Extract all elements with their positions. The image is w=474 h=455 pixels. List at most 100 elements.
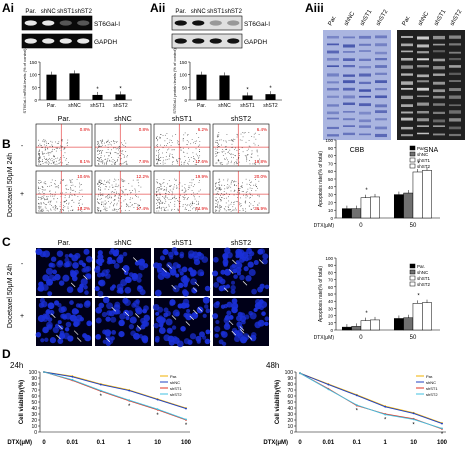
flow-event bbox=[242, 136, 244, 138]
flow-event bbox=[170, 185, 172, 187]
flow-event bbox=[43, 202, 45, 204]
flow-event bbox=[117, 196, 119, 198]
significance-star: * bbox=[365, 188, 368, 194]
flow-event bbox=[191, 194, 192, 195]
flow-event bbox=[72, 209, 74, 211]
flow-event bbox=[239, 190, 240, 191]
flow-event bbox=[107, 158, 109, 160]
nucleus bbox=[214, 333, 219, 338]
bar bbox=[69, 73, 80, 100]
flow-event bbox=[228, 185, 230, 187]
x-axis-label: DTX(μM) bbox=[314, 335, 335, 341]
cbb-band bbox=[359, 66, 371, 69]
blot-band bbox=[42, 38, 55, 44]
panel-label-b: B bbox=[2, 137, 11, 151]
nucleus bbox=[45, 267, 54, 275]
flow-event bbox=[101, 141, 103, 142]
flow-event bbox=[221, 184, 223, 186]
flow-event bbox=[110, 160, 112, 162]
flow-event bbox=[184, 197, 186, 199]
flow-event bbox=[218, 179, 220, 181]
flow-event bbox=[186, 199, 188, 200]
nucleus bbox=[52, 269, 58, 275]
flow-event bbox=[56, 148, 58, 149]
nucleus bbox=[66, 286, 74, 293]
flow-event bbox=[188, 141, 189, 143]
flow-event bbox=[63, 209, 64, 211]
nucleus bbox=[97, 250, 103, 256]
sna-blot bbox=[397, 30, 465, 140]
flow-event bbox=[59, 182, 61, 184]
flow-event bbox=[187, 162, 188, 164]
flow-event bbox=[156, 158, 158, 160]
flow-event bbox=[238, 182, 239, 184]
sna-band bbox=[449, 65, 461, 68]
cbb-band bbox=[327, 111, 339, 115]
flow-event bbox=[51, 194, 53, 195]
flow-event bbox=[182, 138, 184, 140]
flow-event bbox=[250, 185, 252, 186]
flow-event bbox=[188, 187, 190, 188]
gel-lane-label: shST2 bbox=[376, 8, 390, 27]
flow-event bbox=[119, 151, 121, 153]
flow-event bbox=[233, 184, 235, 186]
panel-label-ai: Ai bbox=[2, 1, 14, 15]
nucleus bbox=[181, 266, 188, 273]
blot-row-label: ST6Gal-I bbox=[244, 21, 270, 28]
flow-event bbox=[233, 204, 235, 205]
flow-event bbox=[118, 200, 120, 202]
flow-event bbox=[107, 194, 108, 196]
blot-strip bbox=[21, 33, 93, 49]
flow-event bbox=[56, 142, 58, 144]
flow-event bbox=[165, 156, 167, 158]
flow-event bbox=[218, 207, 220, 209]
flow-event bbox=[40, 199, 42, 200]
flow-event bbox=[105, 163, 107, 165]
legend-swatch bbox=[409, 157, 416, 163]
flow-event bbox=[100, 156, 102, 158]
flow-event bbox=[97, 183, 98, 184]
nucleus bbox=[236, 321, 243, 328]
nucleus bbox=[96, 272, 102, 278]
flow-event bbox=[199, 149, 200, 151]
flow-event bbox=[64, 200, 65, 202]
sna-band bbox=[449, 43, 461, 46]
flow-event bbox=[138, 191, 140, 192]
flow-event bbox=[187, 197, 189, 198]
flow-event bbox=[101, 204, 103, 206]
flow-event bbox=[105, 152, 107, 153]
flow-event bbox=[115, 152, 117, 153]
quadrant-pct-lr: 17.4% bbox=[136, 206, 149, 211]
flow-event bbox=[168, 194, 170, 195]
legend-label: shNC bbox=[417, 270, 429, 275]
flow-event bbox=[159, 138, 161, 139]
flow-event bbox=[255, 132, 256, 134]
y-axis-label: Apoptosis rate(% of total) bbox=[318, 151, 324, 207]
bar-category-label: shST2 bbox=[113, 103, 128, 109]
flow-event bbox=[158, 154, 159, 156]
flow-event bbox=[116, 191, 117, 193]
flow-event bbox=[42, 198, 44, 199]
flow-event bbox=[65, 201, 66, 202]
flow-event bbox=[257, 204, 258, 206]
cbb-band bbox=[375, 110, 387, 114]
flow-event bbox=[217, 182, 219, 184]
flow-event bbox=[99, 187, 101, 189]
flow-event bbox=[112, 161, 114, 163]
flow-event bbox=[216, 153, 218, 154]
flow-event bbox=[179, 201, 181, 202]
flow-event bbox=[231, 139, 232, 141]
flow-event bbox=[222, 151, 223, 153]
flow-event bbox=[107, 149, 109, 150]
nucleus bbox=[135, 307, 143, 315]
flow-event bbox=[223, 198, 225, 199]
flow-event bbox=[50, 185, 52, 186]
flow-event bbox=[156, 155, 157, 156]
x-tick-label: 100 bbox=[437, 440, 448, 446]
flow-event bbox=[56, 186, 57, 188]
data-point bbox=[128, 399, 131, 402]
flow-event bbox=[216, 136, 218, 137]
flow-event bbox=[55, 206, 57, 207]
flow-event bbox=[248, 205, 250, 207]
flow-event bbox=[228, 209, 230, 211]
